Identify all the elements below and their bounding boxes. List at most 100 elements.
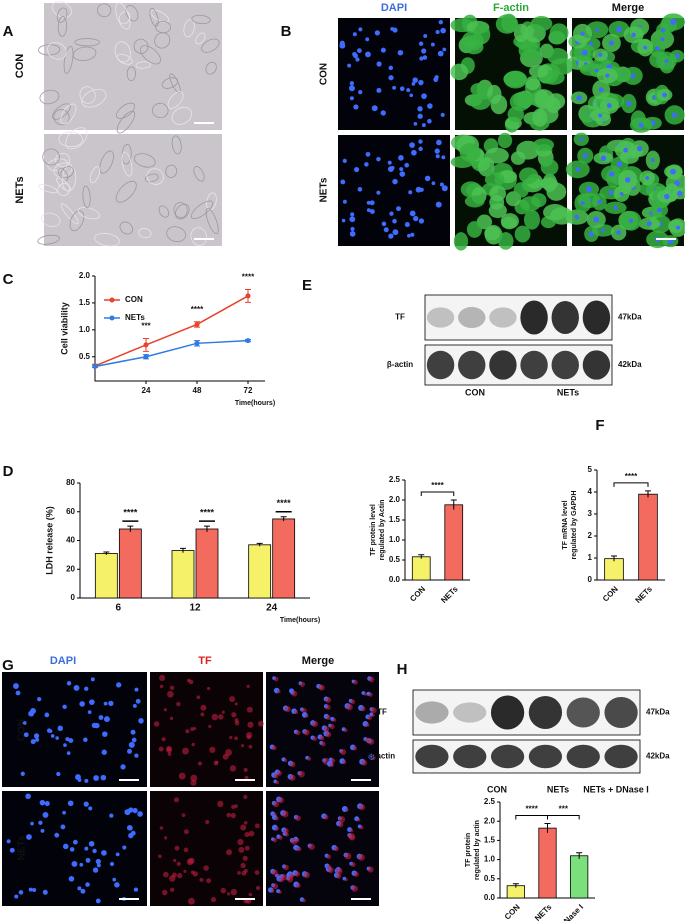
x-tick-label: CON [601, 584, 620, 603]
nucleus [352, 51, 357, 57]
nucleus [103, 716, 110, 723]
nucleus [651, 158, 655, 163]
y-tick-label: 4 [588, 487, 593, 496]
tf-signal [169, 887, 175, 892]
cell [133, 38, 149, 54]
tf-signal [183, 829, 189, 835]
nucleus [44, 801, 50, 807]
nucleus [392, 178, 398, 185]
tf-signal [190, 779, 197, 786]
nucleus [39, 799, 46, 806]
y-tick-label: 0.5 [389, 555, 401, 564]
tf-signal [365, 722, 370, 728]
cell [183, 19, 195, 38]
nucleus [613, 205, 618, 210]
y-tick-label: 5 [588, 465, 593, 474]
nucleus [56, 771, 61, 777]
cell [115, 180, 137, 203]
nucleus [23, 732, 29, 738]
nucleus [94, 722, 100, 729]
cell [72, 46, 97, 62]
tf-signal [159, 684, 164, 689]
tf-signal [234, 736, 238, 741]
tf-signal [161, 889, 168, 896]
nucleus [369, 200, 375, 206]
nucleus [347, 63, 352, 68]
nucleus [410, 232, 415, 237]
tf-signal [353, 680, 358, 685]
nucleus [376, 61, 382, 67]
error-bar [204, 525, 210, 532]
cell [470, 83, 488, 96]
micrograph [450, 13, 574, 133]
tf-signal [159, 826, 164, 830]
cell [116, 102, 136, 119]
nucleus [616, 26, 622, 33]
nucleus [376, 156, 381, 162]
nucleus [376, 87, 382, 93]
panel-letter: A [3, 23, 14, 40]
tf-signal [234, 702, 238, 706]
tf-signal [338, 816, 346, 823]
tf-signal [255, 885, 261, 891]
nucleus [357, 187, 363, 192]
tf-signal [200, 704, 207, 711]
nucleus [397, 49, 404, 56]
tf-signal [196, 695, 201, 700]
y-axis-label: LDH release (%) [44, 506, 54, 575]
nucleus [664, 193, 670, 200]
nucleus [575, 167, 581, 172]
nucleus [442, 47, 447, 52]
nucleus [413, 122, 418, 126]
tf-signal [348, 832, 355, 840]
significance: **** [625, 472, 638, 481]
band [566, 744, 600, 769]
nucleus [98, 715, 104, 720]
nucleus [418, 146, 423, 152]
nucleus [417, 106, 423, 112]
band-label: β-actin [387, 360, 413, 369]
nucleus [616, 230, 621, 235]
nucleus [112, 877, 117, 882]
tf-signal [174, 845, 180, 851]
nucleus [50, 734, 55, 738]
column-header: F-actin [493, 2, 529, 14]
bar [411, 556, 431, 581]
tf-signal [217, 800, 224, 808]
legend-label: NETs [125, 313, 145, 322]
x-tick-label: CON [408, 584, 427, 603]
nucleus [409, 142, 415, 149]
tf-signal [278, 877, 285, 883]
micrograph [150, 672, 264, 787]
cell [138, 227, 152, 239]
y-tick-label: 0.5 [484, 874, 496, 883]
x-tick-label: 24 [266, 603, 278, 614]
column-header: DAPI [381, 2, 407, 14]
cell [58, 168, 69, 182]
nucleus [588, 41, 594, 47]
cell [114, 41, 131, 63]
tf-signal [211, 713, 219, 721]
tf-signal [352, 746, 358, 751]
nucleus [33, 733, 40, 739]
bar [195, 528, 219, 599]
nucleus [90, 677, 95, 682]
nucleus [376, 190, 381, 195]
cell [534, 89, 549, 108]
tf-signal [299, 681, 306, 687]
group-label: CON [487, 784, 507, 794]
tf-signal [185, 729, 190, 734]
error-bar [576, 852, 583, 859]
nucleus [101, 850, 107, 856]
nucleus [380, 47, 386, 53]
tf-signal [238, 846, 245, 853]
bar [638, 493, 658, 581]
cell [119, 221, 133, 235]
point [143, 342, 149, 348]
cell [81, 88, 107, 108]
tf-signal [176, 861, 181, 866]
tf-signal [349, 828, 354, 833]
cell [549, 23, 569, 43]
cell [140, 45, 161, 65]
nucleus [440, 112, 445, 117]
